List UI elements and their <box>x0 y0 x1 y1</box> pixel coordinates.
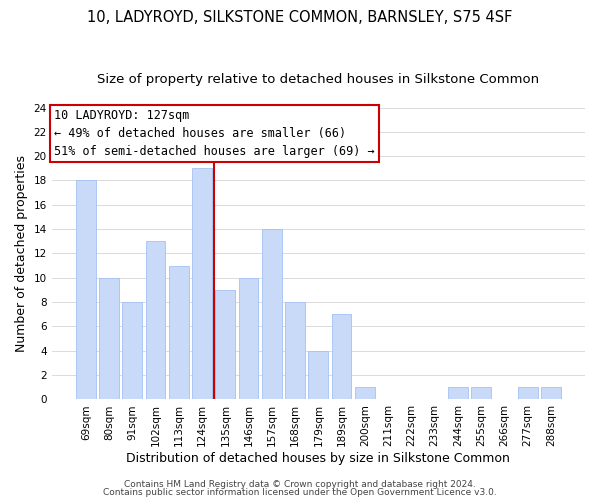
Bar <box>169 266 188 400</box>
Text: 10 LADYROYD: 127sqm
← 49% of detached houses are smaller (66)
51% of semi-detach: 10 LADYROYD: 127sqm ← 49% of detached ho… <box>55 109 375 158</box>
Bar <box>122 302 142 400</box>
Text: 10, LADYROYD, SILKSTONE COMMON, BARNSLEY, S75 4SF: 10, LADYROYD, SILKSTONE COMMON, BARNSLEY… <box>88 10 512 25</box>
Bar <box>239 278 259 400</box>
Bar <box>262 229 282 400</box>
Bar <box>146 242 166 400</box>
Y-axis label: Number of detached properties: Number of detached properties <box>15 155 28 352</box>
Bar <box>99 278 119 400</box>
X-axis label: Distribution of detached houses by size in Silkstone Common: Distribution of detached houses by size … <box>127 452 510 465</box>
Bar <box>285 302 305 400</box>
Bar <box>471 388 491 400</box>
Bar <box>332 314 352 400</box>
Text: Contains HM Land Registry data © Crown copyright and database right 2024.: Contains HM Land Registry data © Crown c… <box>124 480 476 489</box>
Bar <box>308 351 328 400</box>
Title: Size of property relative to detached houses in Silkstone Common: Size of property relative to detached ho… <box>97 72 539 86</box>
Bar <box>76 180 95 400</box>
Bar <box>518 388 538 400</box>
Bar <box>192 168 212 400</box>
Text: Contains public sector information licensed under the Open Government Licence v3: Contains public sector information licen… <box>103 488 497 497</box>
Bar <box>448 388 468 400</box>
Bar <box>355 388 375 400</box>
Bar <box>541 388 561 400</box>
Bar <box>215 290 235 400</box>
